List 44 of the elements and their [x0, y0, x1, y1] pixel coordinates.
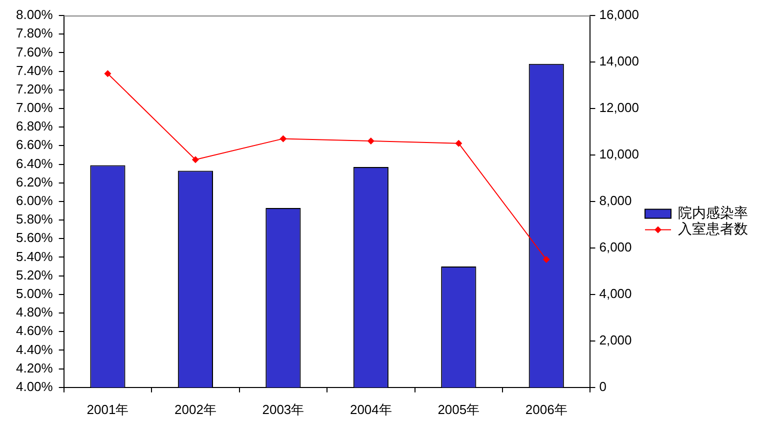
y2-tick-label: 14,000 [599, 54, 640, 69]
y-tick-label: 7.40% [16, 62, 54, 78]
point [367, 138, 374, 145]
y2-tick-label: 2,000 [599, 332, 632, 348]
y-tick-label: 4.00% [16, 378, 54, 394]
point [104, 70, 112, 78]
y-tick-label: 5.00% [16, 286, 54, 302]
y-tick-label: 7.60% [16, 44, 54, 60]
y-tick-label: 8.00% [16, 7, 54, 22]
y-tick-label: 4.80% [16, 304, 54, 320]
point [542, 256, 550, 264]
y2-tick-label: 6,000 [599, 240, 632, 255]
point [280, 135, 287, 142]
point [192, 156, 199, 164]
y2-tick-label: 0 [599, 378, 606, 394]
x-tick-label: 2005年 [438, 402, 480, 417]
x-tick-label: 2006年 [525, 402, 568, 417]
x-tick-label: 2004年 [350, 402, 392, 417]
x-tick-label: 2003年 [262, 402, 304, 417]
y-tick-label: 5.40% [16, 248, 54, 264]
y-tick-label: 6.60% [16, 137, 54, 152]
x-tick-label: 2002年 [174, 402, 216, 417]
y2-tick-label: 8,000 [599, 193, 632, 208]
y-tick-label: 6.20% [16, 174, 54, 190]
point [455, 140, 462, 147]
y2-tick-label: 16,000 [599, 7, 640, 22]
y-tick-label: 4.40% [16, 342, 54, 357]
y-tick-label: 6.00% [16, 193, 54, 208]
x-tick-label: 2001年 [86, 402, 129, 417]
y2-tick-label: 10,000 [599, 146, 640, 162]
y-tick-label: 5.80% [16, 212, 54, 227]
legend-label: 入室患者数 [678, 220, 748, 237]
legend-label: 院内感染率 [678, 204, 748, 221]
y-tick-label: 7.20% [16, 81, 54, 96]
y-tick-label: 4.60% [16, 323, 54, 338]
y-tick-label: 7.00% [16, 100, 54, 116]
y2-tick-label: 12,000 [599, 100, 640, 116]
y-tick-label: 5.60% [16, 230, 54, 246]
y-tick-label: 5.20% [16, 267, 54, 282]
y2-tick-label: 4,000 [599, 286, 632, 302]
y-tick-label: 7.80% [16, 26, 54, 41]
y-tick-label: 6.40% [16, 156, 54, 171]
y-tick-label: 6.80% [16, 118, 54, 134]
y-tick-label: 4.20% [16, 360, 54, 376]
